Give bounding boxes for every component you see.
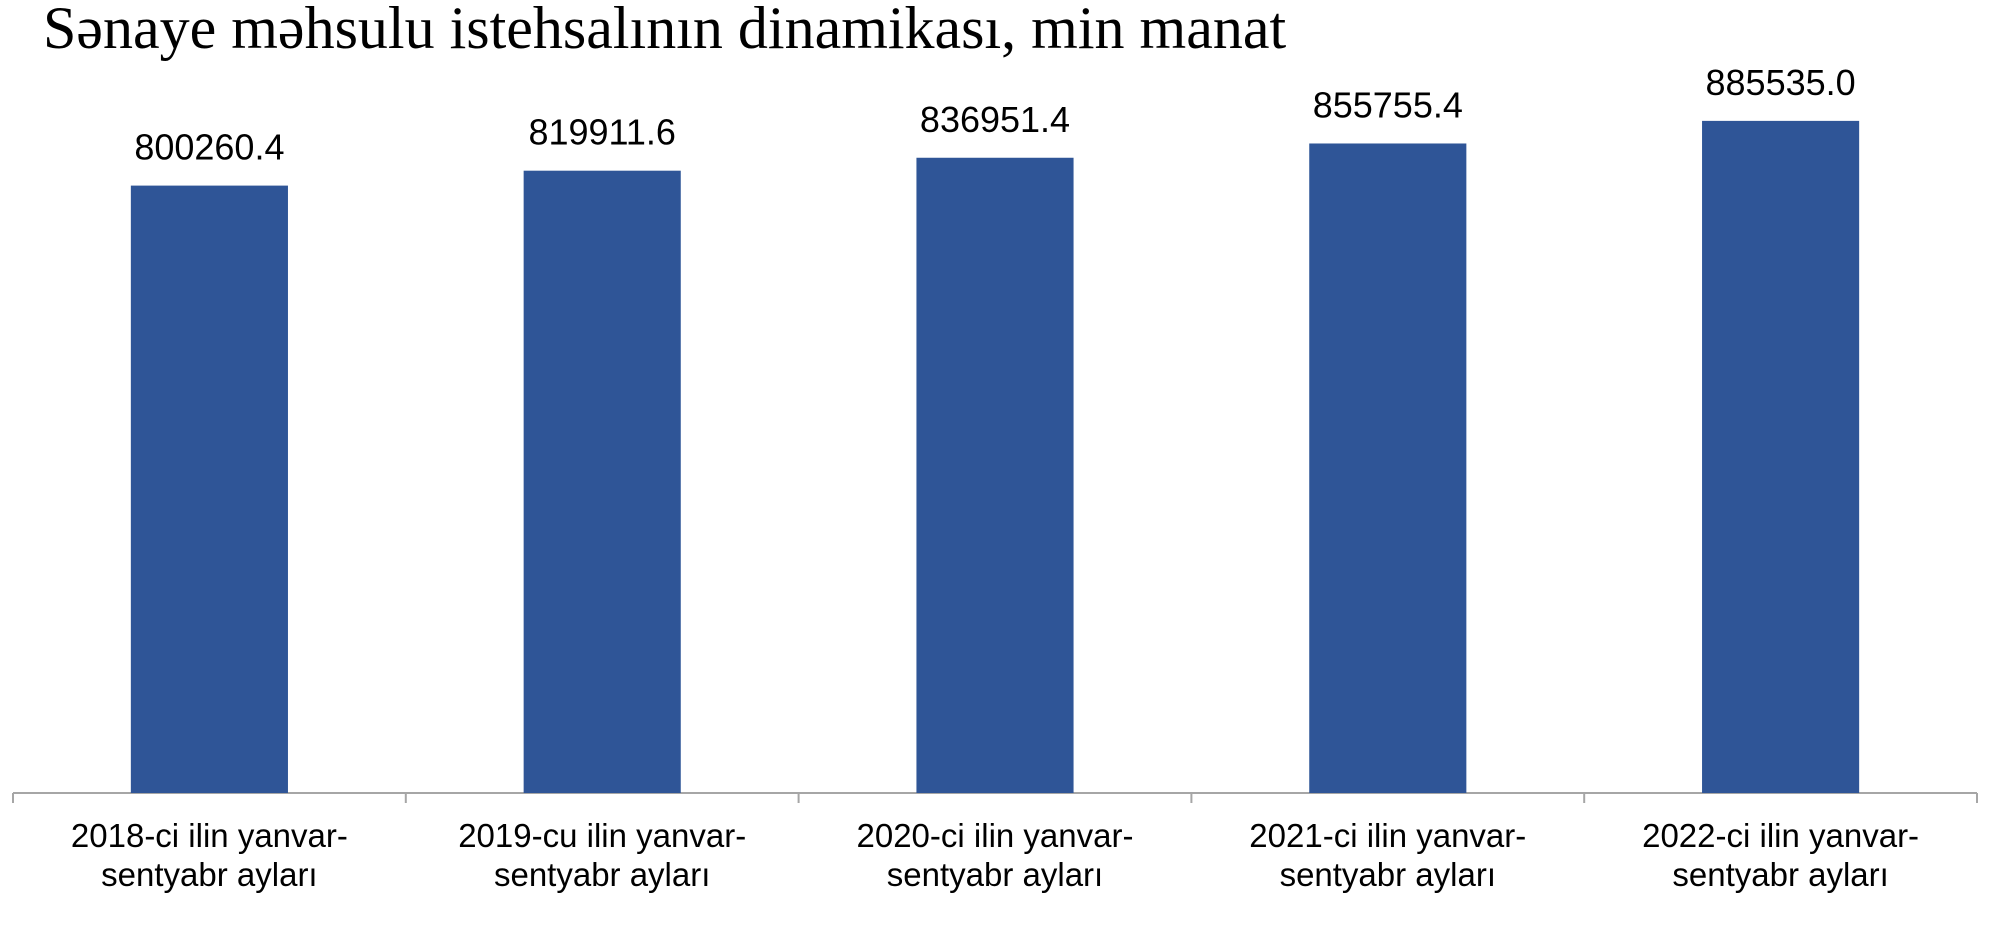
chart-title: Sənaye məhsulu istehsalının dinamikası, … — [43, 0, 1286, 61]
x-tick-label: 2022-ci ilin yanvar- sentyabr ayları — [1642, 817, 1920, 893]
x-tick-label: 2019-cu ilin yanvar- sentyabr ayları — [458, 817, 747, 893]
value-label: 855755.4 — [1313, 84, 1463, 125]
value-label: 836951.4 — [920, 99, 1070, 140]
value-label: 800260.4 — [134, 127, 284, 168]
bar — [523, 170, 681, 794]
value-label: 885535.0 — [1706, 62, 1856, 103]
bar — [1309, 143, 1467, 794]
bar — [1702, 120, 1860, 794]
value-label: 819911.6 — [528, 112, 675, 153]
x-tick-label: 2018-ci ilin yanvar- sentyabr ayları — [70, 817, 348, 893]
x-tick-label: 2020-ci ilin yanvar- sentyabr ayları — [856, 817, 1134, 893]
x-tick-label: 2021-ci ilin yanvar- sentyabr ayları — [1249, 817, 1527, 893]
bar — [916, 157, 1074, 793]
bar — [130, 185, 288, 793]
